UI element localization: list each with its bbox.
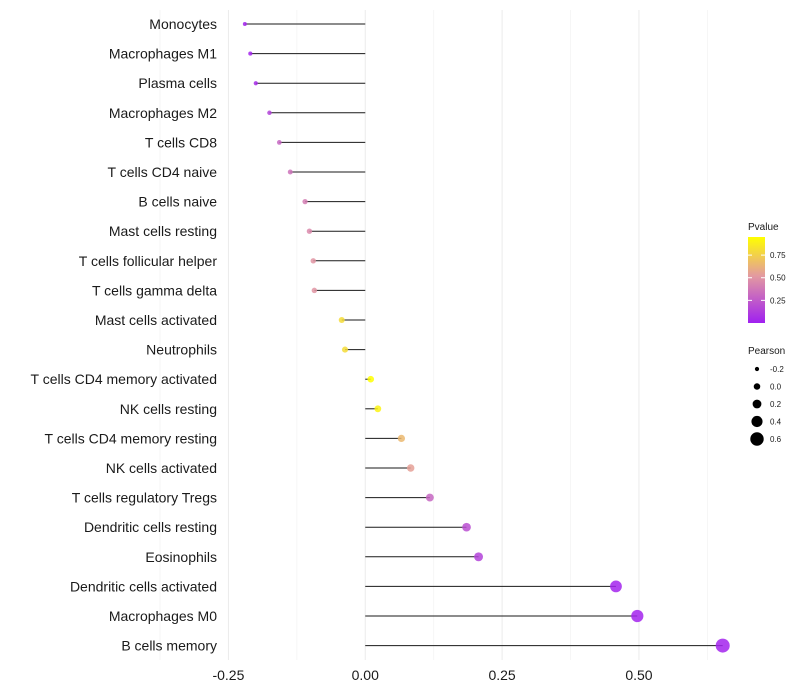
grid-lines bbox=[159, 10, 708, 660]
pvalue-legend: Pvalue 0.25 0.50 0.75 bbox=[748, 222, 786, 323]
colorbar-tick-label: 0.75 bbox=[770, 251, 786, 260]
data-point bbox=[310, 258, 316, 264]
size-key-label: 0.2 bbox=[770, 400, 782, 409]
x-tick-label: -0.25 bbox=[212, 667, 244, 683]
colorbar-tick-label: 0.25 bbox=[770, 296, 786, 305]
category-label: T cells CD4 memory resting bbox=[45, 430, 217, 446]
data-point bbox=[374, 405, 382, 413]
category-label: T cells CD4 memory activated bbox=[31, 371, 217, 387]
size-key-dot bbox=[751, 415, 763, 428]
size-key-dot bbox=[754, 366, 760, 372]
category-label: B cells naive bbox=[138, 194, 217, 210]
size-key-dot bbox=[750, 432, 764, 446]
category-label: NK cells resting bbox=[120, 401, 217, 417]
data-point bbox=[242, 22, 247, 26]
category-label: Monocytes bbox=[149, 16, 217, 32]
x-axis-tick-labels: -0.25 0.00 0.25 0.50 bbox=[212, 667, 652, 683]
x-tick-label: 0.00 bbox=[352, 667, 379, 683]
x-tick-label: 0.25 bbox=[488, 667, 515, 683]
data-point bbox=[406, 464, 415, 472]
data-point bbox=[267, 110, 272, 116]
data-point bbox=[367, 375, 375, 383]
data-point bbox=[302, 198, 308, 205]
category-label: Macrophages M1 bbox=[109, 46, 217, 62]
size-key-label: 0.6 bbox=[770, 435, 782, 444]
pvalue-colorbar bbox=[748, 237, 765, 323]
size-key-dot bbox=[753, 383, 761, 390]
size-key-label: 0.4 bbox=[770, 418, 782, 427]
data-point bbox=[610, 580, 622, 593]
data-point bbox=[276, 140, 282, 145]
category-label: T cells follicular helper bbox=[79, 253, 218, 269]
data-point bbox=[311, 287, 318, 294]
category-label: T cells CD8 bbox=[145, 134, 217, 150]
category-label: B cells memory bbox=[121, 638, 217, 654]
size-key-dot bbox=[752, 399, 762, 409]
data-point bbox=[306, 228, 313, 234]
category-axis-labels: Monocytes Macrophages M1 Plasma cells Macro… bbox=[31, 16, 218, 654]
category-label: Eosinophils bbox=[145, 549, 217, 565]
x-tick-label: 0.50 bbox=[625, 667, 652, 683]
category-label: Neutrophils bbox=[146, 342, 217, 358]
category-label: T cells CD4 naive bbox=[108, 164, 218, 180]
data-point bbox=[253, 81, 258, 86]
lollipop-points bbox=[242, 22, 730, 653]
category-label: Dendritic cells activated bbox=[70, 578, 217, 594]
data-point bbox=[474, 552, 484, 562]
data-point bbox=[338, 316, 345, 324]
data-point bbox=[631, 609, 644, 623]
data-point bbox=[341, 346, 349, 353]
category-label: NK cells activated bbox=[106, 460, 217, 476]
data-point bbox=[248, 51, 253, 56]
pearson-legend-title: Pearson bbox=[748, 346, 785, 357]
lollipop-stems bbox=[244, 23, 723, 647]
category-label: Macrophages M2 bbox=[109, 105, 217, 121]
category-label: T cells regulatory Tregs bbox=[72, 490, 217, 506]
pvalue-legend-title: Pvalue bbox=[748, 222, 779, 233]
pearson-legend: Pearson -0.2 0.0 0.2 0.4 0.6 bbox=[748, 346, 785, 446]
category-label: Mast cells resting bbox=[109, 223, 217, 239]
data-point bbox=[287, 169, 293, 175]
size-key-label: 0.0 bbox=[770, 383, 782, 392]
category-label: Dendritic cells resting bbox=[84, 519, 217, 535]
size-key-label: -0.2 bbox=[770, 365, 784, 374]
category-label: Mast cells activated bbox=[95, 312, 217, 328]
data-point bbox=[462, 522, 471, 532]
colorbar-tick-label: 0.50 bbox=[770, 274, 786, 283]
data-point bbox=[425, 493, 434, 502]
data-point bbox=[397, 434, 406, 443]
data-point bbox=[715, 638, 730, 653]
category-label: T cells gamma delta bbox=[92, 282, 217, 298]
category-label: Plasma cells bbox=[138, 75, 217, 91]
category-label: Macrophages M0 bbox=[109, 608, 217, 624]
